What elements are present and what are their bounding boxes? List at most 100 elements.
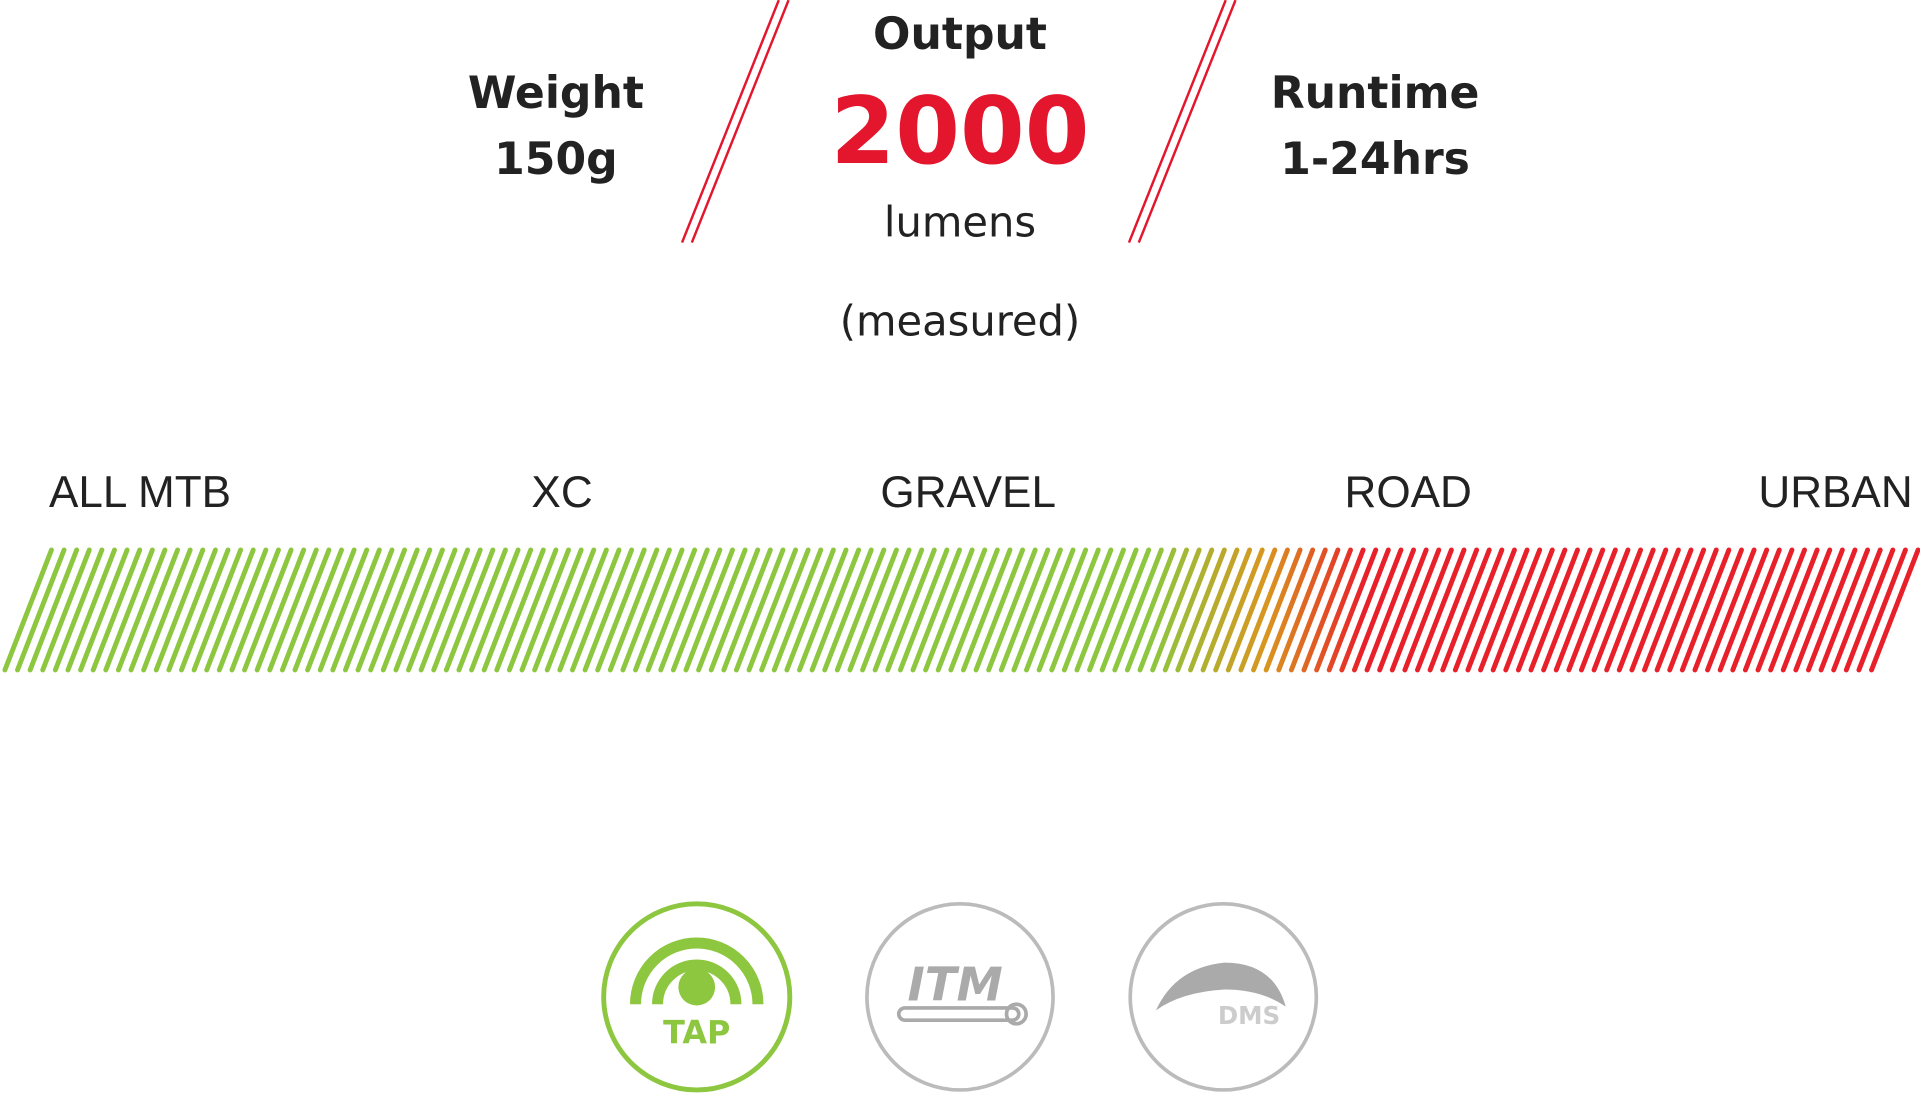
stripe (1528, 547, 1580, 673)
stripe (506, 547, 559, 673)
stripe (771, 547, 824, 673)
output-label: Output (873, 9, 1047, 60)
stripe (1806, 547, 1858, 673)
stripe (1263, 547, 1316, 673)
stripe (721, 547, 773, 673)
stripe (1175, 547, 1227, 673)
divider-right (1127, 0, 1237, 244)
stripe (1389, 547, 1442, 673)
terrain-label: ALL MTB (49, 468, 231, 517)
stripe (570, 547, 622, 673)
stripe (595, 547, 647, 673)
stripe (141, 547, 193, 673)
stripe (998, 547, 1051, 673)
stripe (670, 547, 723, 673)
stripe (15, 547, 67, 673)
stripe (380, 547, 433, 673)
stripe (431, 547, 483, 673)
stripe (78, 547, 130, 673)
stripe (229, 547, 281, 673)
stripe (1831, 547, 1883, 673)
stripe (1465, 547, 1517, 673)
stripe (216, 547, 269, 673)
stripe (1213, 547, 1265, 673)
stripe (797, 547, 849, 673)
terrain-label: GRAVEL (880, 468, 1056, 517)
stripe (1591, 547, 1644, 673)
stripe (1087, 547, 1139, 673)
stripe (1629, 547, 1681, 673)
stripe (1679, 547, 1732, 673)
stripe (923, 547, 975, 673)
stripe (683, 547, 735, 673)
stripe (1427, 547, 1480, 673)
stripe (620, 547, 672, 673)
stripe (1200, 547, 1253, 673)
output-note: (measured) (840, 297, 1080, 346)
stripe (1566, 547, 1618, 673)
stripe (153, 547, 206, 673)
stripe (885, 547, 937, 673)
stripe (1642, 547, 1694, 673)
stripe (305, 547, 357, 673)
stripe (52, 547, 105, 673)
stripe (1415, 547, 1467, 673)
stripe (342, 547, 395, 673)
stripe (1150, 547, 1202, 673)
stripe (494, 547, 546, 673)
output-value: 2000 (831, 77, 1090, 185)
stripe (1364, 547, 1417, 673)
stripe (1124, 547, 1177, 673)
stripe (481, 547, 534, 673)
stripe (1377, 547, 1429, 673)
stripe (960, 547, 1013, 673)
stripe (759, 547, 811, 673)
stripe (897, 547, 950, 673)
stripe (633, 547, 685, 673)
stripe (1162, 547, 1215, 673)
stripe (456, 547, 508, 673)
stripe (1717, 547, 1770, 673)
stripe (557, 547, 609, 673)
feature-label: TAP (663, 1013, 730, 1051)
stripe (1074, 547, 1126, 673)
stripe (1730, 547, 1782, 673)
stripe (1654, 547, 1707, 673)
stripe (834, 547, 887, 673)
stripe (708, 547, 761, 673)
weight-value: 150g (494, 134, 618, 185)
stripe (1301, 547, 1353, 673)
stripe (1024, 547, 1076, 673)
stripe (2, 547, 54, 673)
stripe (544, 547, 597, 673)
stripe (1238, 547, 1290, 673)
stripe (166, 547, 218, 673)
stripe (1276, 547, 1328, 673)
stripe (1339, 547, 1391, 673)
output-unit: lumens (884, 197, 1036, 246)
stripe (1856, 547, 1908, 673)
stripe (393, 547, 445, 673)
stripe (607, 547, 660, 673)
stripe (27, 547, 80, 673)
weight-label: Weight (468, 68, 644, 119)
stripe (1515, 547, 1568, 673)
stripe (696, 547, 748, 673)
tap-icon: TAP (601, 901, 793, 1093)
stripe (1490, 547, 1543, 673)
stripe (368, 547, 420, 673)
stripe (1869, 547, 1920, 673)
stripe (469, 547, 521, 673)
stripe (418, 547, 471, 673)
stripe (1288, 547, 1341, 673)
stripe (40, 547, 92, 673)
stripe (532, 547, 584, 673)
stripe (1742, 547, 1795, 673)
stripe (1112, 547, 1164, 673)
stripe (1011, 547, 1063, 673)
stripe (406, 547, 458, 673)
divider-left (680, 0, 790, 244)
stripe (822, 547, 874, 673)
stripe (279, 547, 332, 673)
